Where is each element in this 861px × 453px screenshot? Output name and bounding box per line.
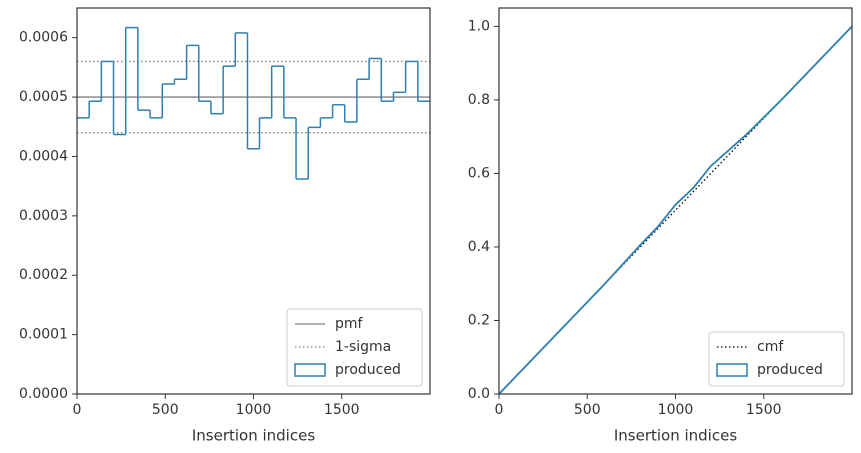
x-tick-label: 1500 (324, 402, 360, 418)
plot-frame (76, 7, 431, 395)
series-line (498, 25, 853, 395)
legend: pmf 1-sigma produced (286, 308, 423, 387)
y-tick-label: 0.4 (468, 239, 490, 255)
x-tick-label: 1500 (746, 402, 782, 418)
y-tick-label: 0.8 (468, 92, 490, 108)
y-tick-label: 0.0003 (19, 208, 68, 224)
x-axis-title: Insertion indices (614, 427, 737, 445)
x-axis-title: Insertion indices (192, 427, 315, 445)
y-tick-label: 0.0001 (19, 327, 68, 343)
legend-box (286, 308, 423, 387)
y-tick-label: 0.0005 (19, 89, 68, 105)
legend-swatch (716, 363, 748, 377)
y-tick-label: 0.0004 (19, 148, 68, 164)
legend-swatch (294, 363, 326, 377)
x-tick-label: 500 (574, 402, 601, 418)
legend-label: 1-sigma (335, 339, 391, 355)
x-tick-label: 0 (495, 402, 504, 418)
x-tick-label: 0 (73, 402, 82, 418)
y-tick-label: 0.2 (468, 312, 490, 328)
legend-label: produced (757, 362, 823, 378)
legend-box (708, 331, 845, 387)
y-tick-label: 0.0002 (19, 267, 68, 283)
legend-label: produced (335, 362, 401, 378)
plot-frame (498, 7, 853, 395)
y-tick-label: 0.0 (468, 386, 490, 402)
y-tick-label: 1.0 (468, 18, 490, 34)
legend-label: cmf (757, 339, 784, 355)
y-tick-label: 0.0006 (19, 30, 68, 46)
x-tick-label: 500 (152, 402, 179, 418)
x-tick-label: 1000 (236, 402, 272, 418)
x-tick-label: 1000 (658, 402, 694, 418)
y-tick-label: 0.0000 (19, 386, 68, 402)
y-tick-label: 0.6 (468, 165, 490, 181)
legend-label: pmf (335, 316, 364, 332)
legend: cmf produced (708, 331, 845, 387)
